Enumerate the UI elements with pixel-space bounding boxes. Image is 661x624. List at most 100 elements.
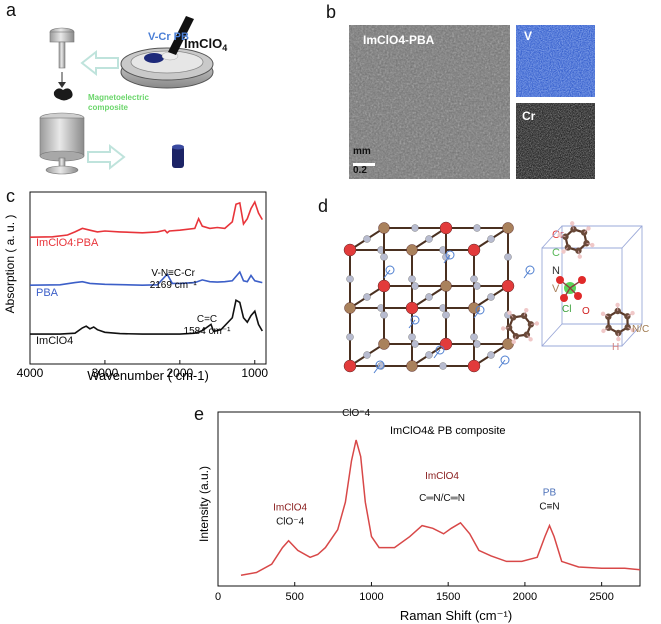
arrow-right-icon	[87, 143, 126, 171]
label-magnetoelectric: Magnetoelectric	[88, 93, 149, 102]
ring-atom	[527, 321, 535, 328]
press-plunger-top	[49, 27, 75, 69]
cell-front	[541, 247, 623, 347]
ftir-x-tick-label: 2000	[166, 366, 193, 380]
ftir-annotation-cc-value: 1584 cm⁻¹	[184, 326, 232, 337]
ftir-chart: 4000 3000 2000 1000 ImClO4:PBA PBA ImClO4 V-N≡C…	[3, 191, 268, 383]
ftir-annotation-vnc-value: 2169 cm⁻¹	[150, 280, 198, 291]
raman-plot-frame	[217, 411, 641, 587]
ring-atom	[624, 313, 631, 320]
eds-map-cr: Cr	[516, 103, 595, 179]
ring-atom	[520, 312, 528, 319]
lattice-cr-atom	[439, 221, 453, 235]
cell-back	[561, 225, 643, 325]
label-vcrpb: V-Cr PB	[148, 31, 189, 43]
guest-molecule	[385, 265, 395, 275]
crystal-lattice	[343, 221, 535, 374]
ring-h-atom	[561, 249, 566, 254]
raman-annotation-1-species: ImClO4	[339, 404, 373, 405]
ring-atom	[512, 333, 520, 340]
eds-cr-label: Cr	[522, 109, 536, 123]
imidazolium-ring	[607, 309, 629, 335]
panel-letter-c: c	[6, 186, 15, 206]
lattice-n-atom	[487, 293, 495, 301]
lattice-v-atom	[344, 302, 356, 314]
composite-pellet	[172, 144, 184, 168]
raman-x-tick-label: 0	[215, 591, 221, 603]
lattice-cr-atom	[343, 359, 357, 373]
ring-h-atom	[586, 226, 591, 231]
lattice-cr-atom	[439, 337, 453, 351]
lattice-cr-atom	[501, 279, 515, 293]
raman-annotation-1-bond: ClO⁻4	[342, 408, 371, 419]
mortar-dish	[120, 16, 214, 89]
ring-h-atom	[557, 232, 562, 238]
lattice-n-atom	[346, 275, 354, 283]
lattice-n-atom	[380, 311, 388, 319]
raman-annotation-3-bond: C≡N	[539, 502, 559, 513]
lattice-n-atom	[470, 275, 478, 283]
ftir-series-0	[29, 200, 263, 238]
panel-letter-d: d	[318, 196, 329, 216]
ring-h-atom	[616, 336, 621, 342]
lattice-n-atom	[425, 235, 433, 243]
lattice-n-atom	[425, 351, 433, 359]
lattice-v-atom	[440, 280, 452, 292]
o-atom	[560, 294, 568, 302]
raman-annotation-0-bond: ClO⁻4	[276, 517, 305, 528]
raman-y-axis-label: Intensity (a.u.)	[197, 466, 211, 542]
lattice-n-atom	[411, 224, 419, 232]
ring-atom	[614, 307, 621, 315]
cell-edge	[621, 323, 643, 347]
ring-atom	[575, 247, 582, 254]
ftir-legend-1: PBA	[36, 287, 59, 299]
raman-x-tick-label: 500	[286, 591, 304, 603]
guest-molecule-tail	[383, 269, 391, 279]
eds-map-v: V	[516, 25, 595, 97]
lattice-cr-atom	[405, 301, 419, 315]
ring-h-atom	[615, 302, 620, 308]
raman-annotation-0-species: ImClO4	[273, 503, 307, 514]
cell-edge	[541, 225, 563, 249]
lattice-v-atom	[406, 360, 418, 372]
lattice-n-atom	[439, 362, 447, 370]
o-atom	[556, 276, 564, 284]
ring-atom	[583, 240, 590, 247]
guest-molecule-tail	[443, 254, 451, 264]
guest-molecule-tail	[523, 269, 531, 279]
ring-h-atom	[590, 242, 595, 248]
lattice-v-atom	[502, 222, 514, 234]
lattice-v-atom	[502, 338, 514, 350]
raman-x-tick-label: 2500	[589, 591, 613, 603]
lattice-n-atom	[473, 282, 481, 290]
composite-powder	[53, 88, 73, 101]
panel-letter-b: b	[326, 2, 337, 22]
ftir-x-tick-label: 3000	[92, 366, 119, 380]
label-h: H	[612, 342, 619, 353]
eds-v-texture	[516, 25, 595, 97]
label-o: O	[582, 306, 590, 317]
raman-annotation-2-bond: C═N/C═N	[419, 493, 465, 504]
lattice-n-atom	[363, 351, 371, 359]
lattice-n-atom	[473, 224, 481, 232]
lattice-cr-atom	[377, 279, 391, 293]
lattice-cr-atom	[467, 243, 481, 257]
panel-a-schematic: V-Cr PB ImClO4 Magnetoelectric composite	[39, 16, 227, 175]
ring-h-atom	[528, 337, 533, 342]
lattice-n-atom	[411, 340, 419, 348]
lattice-n-atom	[408, 275, 416, 283]
lattice-n-atom	[346, 333, 354, 341]
guest-molecule	[445, 250, 455, 260]
ring-h-atom	[500, 326, 506, 331]
lattice-n-atom	[408, 333, 416, 341]
legend-v: V	[552, 283, 560, 295]
ftir-legend-0: ImClO4:PBA	[36, 237, 99, 249]
scale-bar	[353, 163, 375, 166]
lattice-n-atom	[470, 333, 478, 341]
guest-molecule-tail	[473, 309, 481, 319]
guest-molecule	[375, 360, 385, 370]
ring-h-atom	[507, 310, 512, 315]
arrow-left-icon	[80, 49, 119, 77]
raman-x-tick-label: 2000	[513, 591, 537, 603]
ring-h-atom	[570, 221, 575, 226]
